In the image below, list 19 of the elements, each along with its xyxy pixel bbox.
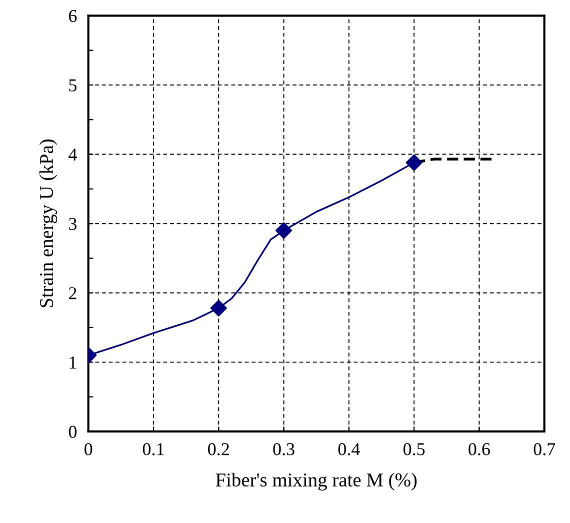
y-tick-label: 0	[68, 426, 77, 438]
y-tick-label: 4	[68, 148, 77, 161]
y-tick-label: 6	[68, 10, 77, 22]
x-tick-label: 0.3	[273, 443, 294, 456]
y-tick-label: 2	[69, 287, 76, 300]
y-axis-title: Strain energy U (kPa)	[39, 140, 58, 308]
y-tick-label: 3	[69, 218, 77, 230]
point	[275, 222, 292, 239]
x-tick-label: 0.5	[403, 443, 425, 456]
x-tick-label: 0.4	[338, 443, 360, 456]
point	[406, 154, 422, 171]
x-tick-label: 0.7	[534, 443, 556, 456]
x-tick-label: 0.2	[208, 443, 229, 456]
x-tick-label: 0.1	[142, 443, 164, 456]
y-tick-label: 5	[69, 79, 77, 92]
x-tick-label: 0.6	[468, 443, 490, 456]
y-tick-label: 1	[70, 356, 76, 368]
x-tick-label: 0	[84, 443, 92, 456]
x-axis-title: Fiber's mixing rate M (%)	[216, 472, 417, 491]
